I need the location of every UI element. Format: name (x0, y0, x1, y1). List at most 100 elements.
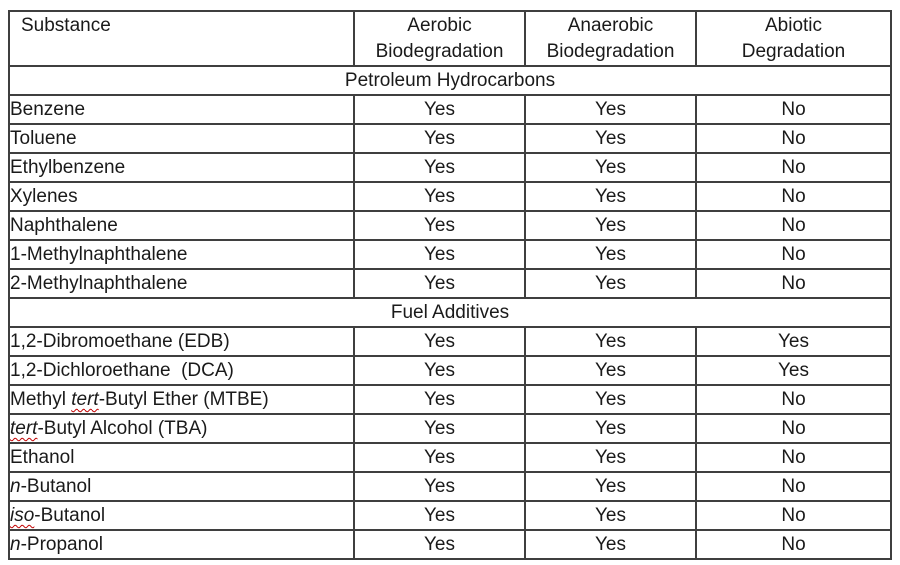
degradation-table: Substance Aerobic Biodegradation Anaerobic B… (8, 10, 892, 560)
table-row: 1,2-Dichloroethane (DCA) Yes Yes Yes (8, 355, 892, 386)
value-cell-anaerobic: Yes (524, 181, 697, 212)
column-header-anaerobic: Anaerobic Biodegradation (524, 10, 697, 67)
value-cell-anaerobic: Yes (524, 123, 697, 154)
substance-text-segment: iso (10, 505, 35, 526)
table-row: n-Propanol Yes Yes No (8, 529, 892, 560)
substance-cell: 2-Methylnaphthalene (8, 268, 355, 299)
value-cell-anaerobic: Yes (524, 94, 697, 125)
table-row: Naphthalene Yes Yes No (8, 210, 892, 241)
substance-text-segment: -Butanol (20, 476, 92, 497)
substance-text-segment: 2-Methylnaphthalene (10, 273, 188, 294)
substance-text-segment: -Propanol (20, 534, 103, 555)
column-header-line: Anaerobic (567, 15, 654, 36)
table-row: Ethylbenzene Yes Yes No (8, 152, 892, 183)
table-row: Ethanol Yes Yes No (8, 442, 892, 473)
substance-cell: Ethanol (8, 442, 355, 473)
substance-text-segment: Benzene (10, 99, 86, 120)
substance-cell: tert-Butyl Alcohol (TBA) (8, 413, 355, 444)
value-cell-aerobic: Yes (353, 500, 526, 531)
substance-text-segment: -Butanol (34, 505, 106, 526)
value-cell-abiotic: Yes (695, 355, 892, 386)
value-cell-abiotic: No (695, 152, 892, 183)
section-title: Petroleum Hydrocarbons (8, 65, 892, 96)
value-cell-aerobic: Yes (353, 239, 526, 270)
value-cell-abiotic: No (695, 123, 892, 154)
table-row: Toluene Yes Yes No (8, 123, 892, 154)
value-cell-abiotic: No (695, 471, 892, 502)
value-cell-aerobic: Yes (353, 355, 526, 386)
value-cell-abiotic: No (695, 384, 892, 415)
table-row: 2-Methylnaphthalene Yes Yes No (8, 268, 892, 299)
value-cell-aerobic: Yes (353, 94, 526, 125)
value-cell-aerobic: Yes (353, 471, 526, 502)
substance-cell: 1-Methylnaphthalene (8, 239, 355, 270)
table-body: Petroleum Hydrocarbons Benzene Yes Yes No Tol… (8, 65, 892, 560)
section-row: Petroleum Hydrocarbons (8, 65, 892, 96)
value-cell-anaerobic: Yes (524, 529, 697, 560)
column-header-line: Aerobic (407, 15, 472, 36)
value-cell-anaerobic: Yes (524, 500, 697, 531)
value-cell-abiotic: No (695, 239, 892, 270)
column-header-line: Substance (21, 15, 111, 36)
value-cell-abiotic: No (695, 500, 892, 531)
column-header-line: Abiotic (764, 15, 823, 36)
value-cell-anaerobic: Yes (524, 384, 697, 415)
substance-text-segment: Methyl (10, 389, 72, 410)
table-row: tert-Butyl Alcohol (TBA) Yes Yes No (8, 413, 892, 444)
value-cell-aerobic: Yes (353, 210, 526, 241)
column-header-line: Degradation (741, 41, 846, 62)
substance-cell: 1,2-Dichloroethane (DCA) (8, 355, 355, 386)
value-cell-anaerobic: Yes (524, 355, 697, 386)
value-cell-anaerobic: Yes (524, 268, 697, 299)
substance-text-segment: Toluene (10, 128, 77, 149)
substance-text-segment: -Butyl Alcohol (TBA) (37, 418, 208, 439)
column-header-aerobic: Aerobic Biodegradation (353, 10, 526, 67)
table-row: Benzene Yes Yes No (8, 94, 892, 125)
substance-cell: iso-Butanol (8, 500, 355, 531)
value-cell-aerobic: Yes (353, 181, 526, 212)
section-row: Fuel Additives (8, 297, 892, 328)
value-cell-anaerobic: Yes (524, 442, 697, 473)
value-cell-aerobic: Yes (353, 268, 526, 299)
value-cell-abiotic: No (695, 529, 892, 560)
substance-text-segment: Naphthalene (10, 215, 118, 236)
value-cell-aerobic: Yes (353, 529, 526, 560)
value-cell-anaerobic: Yes (524, 326, 697, 357)
table-row: Xylenes Yes Yes No (8, 181, 892, 212)
column-header-abiotic: Abiotic Degradation (695, 10, 892, 67)
column-header-substance: Substance (8, 10, 355, 67)
value-cell-aerobic: Yes (353, 442, 526, 473)
substance-cell: Ethylbenzene (8, 152, 355, 183)
substance-cell: Toluene (8, 123, 355, 154)
table-row: n-Butanol Yes Yes No (8, 471, 892, 502)
value-cell-abiotic: No (695, 268, 892, 299)
value-cell-aerobic: Yes (353, 123, 526, 154)
substance-cell: 1,2-Dibromoethane (EDB) (8, 326, 355, 357)
substance-text-segment: Ethylbenzene (10, 157, 126, 178)
substance-text-segment: 1,2-Dibromoethane (EDB) (10, 331, 230, 352)
value-cell-abiotic: Yes (695, 326, 892, 357)
header-row: Substance Aerobic Biodegradation Anaerobic B… (8, 10, 892, 67)
value-cell-aerobic: Yes (353, 326, 526, 357)
value-cell-aerobic: Yes (353, 384, 526, 415)
value-cell-aerobic: Yes (353, 152, 526, 183)
value-cell-abiotic: No (695, 442, 892, 473)
substance-text-segment: 1-Methylnaphthalene (10, 244, 188, 265)
substance-text-segment: tert (10, 418, 38, 439)
value-cell-anaerobic: Yes (524, 471, 697, 502)
substance-cell: Xylenes (8, 181, 355, 212)
substance-text-segment: Ethanol (10, 447, 75, 468)
table-row: iso-Butanol Yes Yes No (8, 500, 892, 531)
table-row: 1-Methylnaphthalene Yes Yes No (8, 239, 892, 270)
value-cell-abiotic: No (695, 94, 892, 125)
substance-cell: n-Propanol (8, 529, 355, 560)
value-cell-abiotic: No (695, 210, 892, 241)
substance-text-segment: -Butyl Ether (MTBE) (98, 389, 269, 410)
value-cell-aerobic: Yes (353, 413, 526, 444)
value-cell-abiotic: No (695, 413, 892, 444)
table-row: Methyl tert-Butyl Ether (MTBE) Yes Yes No (8, 384, 892, 415)
value-cell-anaerobic: Yes (524, 210, 697, 241)
value-cell-abiotic: No (695, 181, 892, 212)
substance-text-segment: Xylenes (10, 186, 78, 207)
